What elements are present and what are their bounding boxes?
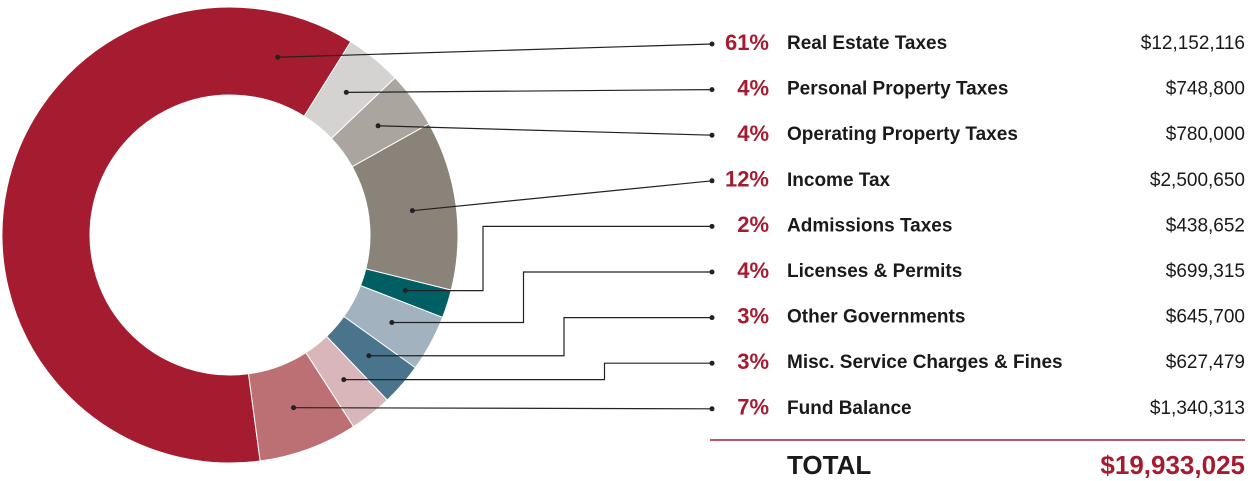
total-title: TOTAL bbox=[787, 450, 871, 480]
category-label: Personal Property Taxes bbox=[787, 79, 1008, 100]
leader-dot bbox=[709, 132, 715, 138]
category-label: Operating Property Taxes bbox=[787, 124, 1018, 145]
leader-line bbox=[277, 43, 713, 58]
leader-dot bbox=[275, 54, 281, 60]
percent-label: 4% bbox=[737, 121, 769, 146]
amount-label: $1,340,313 bbox=[1150, 398, 1245, 419]
amount-label: $645,700 bbox=[1166, 307, 1245, 328]
leader-dot bbox=[409, 208, 415, 214]
total-amount: $19,933,025 bbox=[1100, 450, 1245, 480]
amount-label: $627,479 bbox=[1166, 352, 1245, 373]
leader-dot bbox=[291, 405, 297, 411]
donut-slice bbox=[247, 351, 355, 462]
percent-label: 61% bbox=[725, 30, 769, 55]
percent-label: 3% bbox=[737, 349, 769, 374]
category-label: Real Estate Taxes bbox=[787, 33, 947, 54]
donut-slice bbox=[1, 6, 352, 464]
amount-label: $748,800 bbox=[1166, 79, 1245, 100]
amount-label: $438,652 bbox=[1166, 215, 1245, 236]
leader-line bbox=[293, 407, 713, 410]
percent-label: 4% bbox=[737, 258, 769, 283]
leader-line bbox=[368, 317, 712, 357]
percent-label: 7% bbox=[737, 395, 769, 420]
amount-label: $699,315 bbox=[1166, 261, 1245, 282]
category-label: Admissions Taxes bbox=[787, 215, 952, 236]
leader-dot bbox=[709, 269, 715, 275]
percent-label: 3% bbox=[737, 303, 769, 328]
leader-dot bbox=[709, 87, 715, 93]
leader-dot bbox=[343, 89, 349, 95]
category-label: Licenses & Permits bbox=[787, 261, 962, 282]
amount-label: $2,500,650 bbox=[1150, 170, 1245, 191]
leader-line bbox=[405, 225, 712, 292]
leader-dot bbox=[341, 377, 347, 383]
leader-line bbox=[378, 125, 713, 136]
leader-line bbox=[412, 180, 713, 212]
leader-line bbox=[343, 362, 712, 381]
leader-dot bbox=[402, 288, 408, 294]
leader-dot bbox=[366, 353, 372, 359]
leader-dot bbox=[375, 123, 381, 129]
amount-label: $12,152,116 bbox=[1141, 33, 1245, 54]
leader-line bbox=[391, 271, 712, 324]
amount-label: $780,000 bbox=[1166, 124, 1245, 145]
percent-label: 2% bbox=[737, 212, 769, 237]
leader-dot bbox=[709, 223, 715, 229]
category-label: Other Governments bbox=[787, 307, 965, 328]
leader-dot bbox=[709, 41, 715, 47]
leader-dot bbox=[709, 178, 715, 184]
category-label: Misc. Service Charges & Fines bbox=[787, 352, 1063, 373]
leader-dot bbox=[709, 315, 715, 321]
leader-line bbox=[346, 89, 713, 94]
leader-dot bbox=[709, 406, 715, 412]
percent-label: 12% bbox=[725, 167, 769, 192]
percent-label: 4% bbox=[737, 75, 769, 100]
leader-dot bbox=[709, 360, 715, 366]
category-label: Fund Balance bbox=[787, 398, 912, 419]
category-label: Income Tax bbox=[787, 170, 891, 191]
leader-dot bbox=[389, 320, 395, 326]
